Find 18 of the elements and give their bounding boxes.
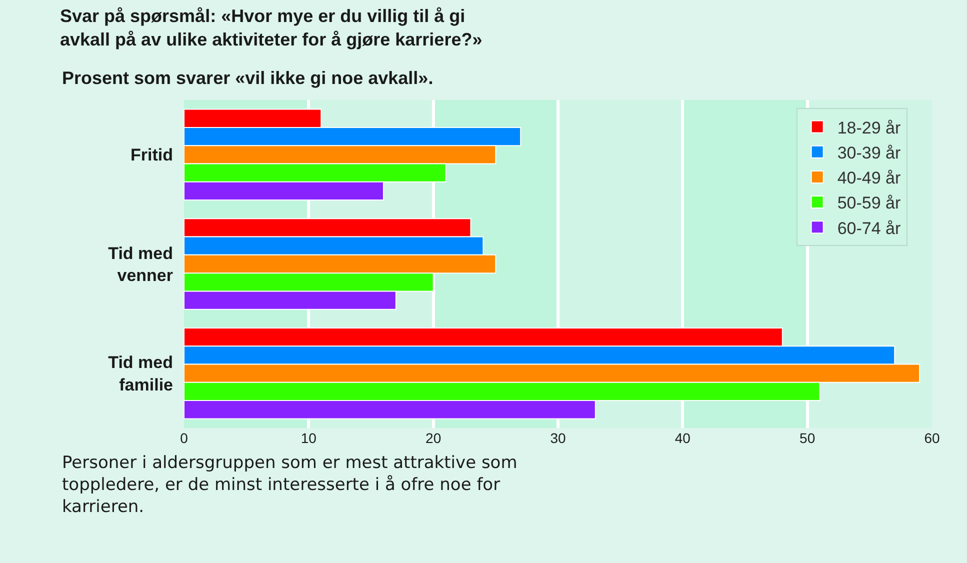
y-tick-label: Tid med venner [108,244,174,285]
legend-label: 40-49 år [837,168,901,188]
legend-label: 30-39 år [837,143,901,162]
x-tick-label: 50 [800,430,816,446]
x-tick-label: 10 [300,430,317,446]
chart-subtitle: Prosent som svarer «vil ikke gi noe avkall». [62,68,434,88]
x-tick-label: 20 [426,430,442,446]
y-tick-label: Fritid [130,146,173,165]
x-tick-label: 30 [550,430,566,446]
legend-label: 50-59 år [837,194,901,213]
x-tick-label: 0 [180,430,188,446]
chart-title: Svar på spørsmål: «Hvor mye er du villig til å gi avkall på av ulike aktiviteter for å gjøre karriere?» [60,6,482,50]
x-tick-label: 60 [924,430,940,446]
y-tick-label: Tid med familie [108,353,173,394]
legend-label: 60-74 år [837,218,901,238]
legend-label: 18-29 år [837,118,901,138]
x-tick-label: 40 [674,430,691,446]
text: Personer i aldersgruppen som er mest attraktive som toppledere, er de minst interesserte i å ofre noe for karrieren. [62,453,518,518]
